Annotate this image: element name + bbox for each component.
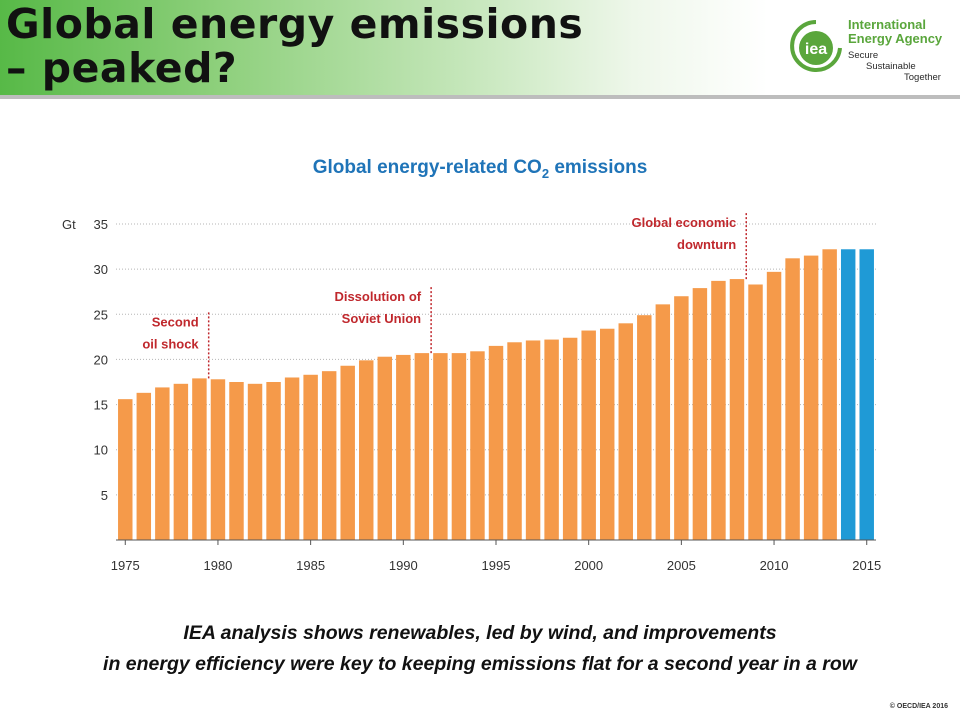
bar xyxy=(859,249,874,540)
emissions-bar-chart: 5 10 15 20 25 30 35 Gt 1975 1980 1985 1990 1995 2000 2… xyxy=(62,213,881,573)
page-title: Global energy emissions – peaked? xyxy=(6,2,583,90)
chart-title-suffix: emissions xyxy=(549,157,648,178)
chart-title-main: Global energy-related CO xyxy=(312,157,542,178)
logo-tagline-2: Sustainable xyxy=(866,61,916,72)
bar xyxy=(470,351,485,540)
bar xyxy=(377,356,393,540)
bar xyxy=(618,323,633,540)
bar xyxy=(674,296,689,540)
logo-tagline-3: Together xyxy=(904,72,941,83)
caption-line-2: in energy efficiency were key to keeping… xyxy=(103,653,857,675)
logo-disc xyxy=(799,31,833,65)
x-tick-label: 1975 xyxy=(111,558,140,573)
bar xyxy=(692,288,708,540)
logo-name: International Energy Agency xyxy=(848,18,942,46)
logo-name-line-2: Energy Agency xyxy=(848,31,943,46)
bar xyxy=(766,271,782,540)
y-tick-label: 15 xyxy=(94,398,108,413)
logo-mark: iea xyxy=(805,41,827,58)
x-tick-label: 2010 xyxy=(760,558,789,573)
bar xyxy=(321,371,337,540)
bar xyxy=(414,353,430,540)
logo-tagline: Secure Sustainable Together xyxy=(848,50,941,83)
bar xyxy=(840,249,856,540)
bar xyxy=(155,387,170,540)
x-tick-label: 1980 xyxy=(203,558,232,573)
y-tick-label: 10 xyxy=(94,443,108,458)
bar xyxy=(655,304,671,540)
x-tick-label: 1990 xyxy=(389,558,418,573)
bar xyxy=(581,330,596,540)
bar xyxy=(803,255,819,540)
y-tick-label: 5 xyxy=(101,488,108,503)
bar xyxy=(303,374,318,540)
bar xyxy=(507,342,522,540)
banner-divider xyxy=(0,95,960,99)
x-tick-label: 1985 xyxy=(296,558,325,573)
y-tick-label: 25 xyxy=(94,307,108,322)
iea-logo-icon: iea xyxy=(790,20,842,72)
bar xyxy=(525,340,541,540)
bar xyxy=(396,354,411,540)
bar xyxy=(247,383,263,540)
bar xyxy=(729,279,745,540)
bar xyxy=(266,382,281,540)
bar xyxy=(451,353,467,540)
bar xyxy=(544,339,559,540)
page-title-line-2: – peaked? xyxy=(6,44,238,92)
bar xyxy=(599,328,615,540)
annotation-label: downturn xyxy=(677,237,736,252)
annotation-label: Global economic xyxy=(631,215,736,230)
bar xyxy=(359,360,374,540)
y-tick-label: 35 xyxy=(94,217,108,232)
chart-title-subscript: 2 xyxy=(541,165,550,181)
bar xyxy=(488,345,504,540)
y-tick-label: 20 xyxy=(94,352,108,367)
annotation-label: Dissolution of xyxy=(334,289,421,304)
x-tick-label: 2000 xyxy=(574,558,603,573)
chart-title: Global energy-related CO2 emissions xyxy=(0,157,960,181)
y-tick-label: 30 xyxy=(94,262,108,277)
bar xyxy=(711,280,726,540)
logo-name-line-1: International xyxy=(848,17,927,32)
x-tick-label: 1995 xyxy=(482,558,511,573)
bar xyxy=(637,315,652,540)
annotation-label: Soviet Union xyxy=(342,311,422,326)
bar xyxy=(284,377,300,540)
bar xyxy=(562,337,578,540)
caption: IEA analysis shows renewables, led by wi… xyxy=(0,618,960,680)
logo-tagline-1: Secure xyxy=(848,50,879,61)
copyright: © OECD/IEA 2016 xyxy=(889,703,948,710)
bar xyxy=(229,382,244,540)
caption-line-1: IEA analysis shows renewables, led by wi… xyxy=(183,622,777,644)
bar xyxy=(118,399,133,540)
iea-logo: iea International Energy Agency Secure S… xyxy=(788,14,958,84)
bar xyxy=(340,365,355,540)
bar xyxy=(173,383,189,540)
annotation-label: oil shock xyxy=(142,336,199,351)
x-tick-label: 2005 xyxy=(667,558,696,573)
bar xyxy=(785,258,800,540)
annotation-label: Second xyxy=(152,314,199,329)
x-tick-label: 2015 xyxy=(852,558,881,573)
page-title-line-1: Global energy emissions xyxy=(6,0,584,48)
bar xyxy=(433,353,448,540)
bar xyxy=(210,379,226,540)
y-axis-unit: Gt xyxy=(62,217,76,232)
bar xyxy=(822,249,837,540)
logo-ring xyxy=(790,20,842,72)
bar xyxy=(192,378,207,540)
bar xyxy=(136,392,152,540)
bar xyxy=(748,284,763,540)
